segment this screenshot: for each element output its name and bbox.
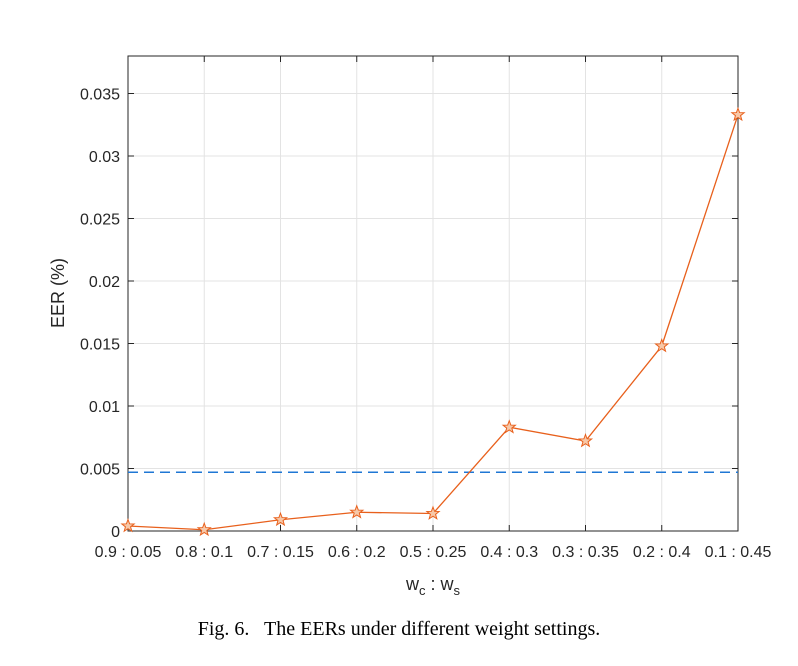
- x-tick-label: 0.2 : 0.4: [633, 544, 691, 561]
- x-tick-label: 0.6 : 0.2: [328, 544, 386, 561]
- series-group: [120, 106, 746, 537]
- data-point: [272, 511, 289, 527]
- x-tick-labels: 0.9 : 0.05 0.8 : 0.1 0.7 : 0.15 0.6 : 0.2 0.…: [95, 544, 772, 561]
- x-tick-label: 0.9 : 0.05: [95, 544, 162, 561]
- x-tick-label: 0.4 : 0.3: [480, 544, 538, 561]
- y-tick-label: 0.01: [89, 399, 120, 416]
- eer-chart: 0.9 : 0.05 0.8 : 0.1 0.7 : 0.15 0.6 : 0.2 0.…: [48, 55, 772, 598]
- y-tick-label: 0.02: [89, 274, 120, 291]
- x-axis-label-wc: w: [405, 574, 420, 594]
- x-axis-label-wc-sub: c: [419, 583, 426, 598]
- x-axis-label-ws-sub: s: [454, 583, 461, 598]
- x-tick-label: 0.1 : 0.45: [705, 544, 772, 561]
- y-tick-label: 0.03: [89, 149, 120, 166]
- y-tick-label: 0.035: [80, 87, 120, 104]
- x-tick-label: 0.3 : 0.35: [552, 544, 619, 561]
- x-tick-label: 0.7 : 0.15: [247, 544, 314, 561]
- y-tick-label: 0.015: [80, 337, 120, 354]
- y-tick-label: 0.005: [80, 462, 120, 479]
- data-point: [196, 521, 212, 537]
- x-axis-label-sep: :: [425, 574, 440, 594]
- data-point: [349, 504, 365, 519]
- y-tick-labels: 0 0.005 0.01 0.015 0.02 0.025 0.03 0.035: [80, 87, 120, 542]
- y-axis-label: EER (%): [48, 258, 68, 328]
- grid: [128, 56, 738, 531]
- figure-caption: Fig. 6. The EERs under different weight …: [197, 618, 601, 640]
- y-tick-label: 0.025: [80, 212, 120, 229]
- data-point: [577, 433, 594, 448]
- x-tick-label: 0.5 : 0.25: [400, 544, 467, 561]
- x-axis-label: wc : ws: [405, 574, 461, 598]
- data-point: [730, 106, 746, 122]
- data-point: [501, 419, 517, 434]
- x-axis-label-ws: w: [440, 574, 455, 594]
- data-point: [654, 338, 670, 353]
- x-tick-label: 0.8 : 0.1: [175, 544, 233, 561]
- y-tick-label: 0: [111, 524, 120, 541]
- data-point: [120, 518, 136, 533]
- data-point: [425, 505, 441, 520]
